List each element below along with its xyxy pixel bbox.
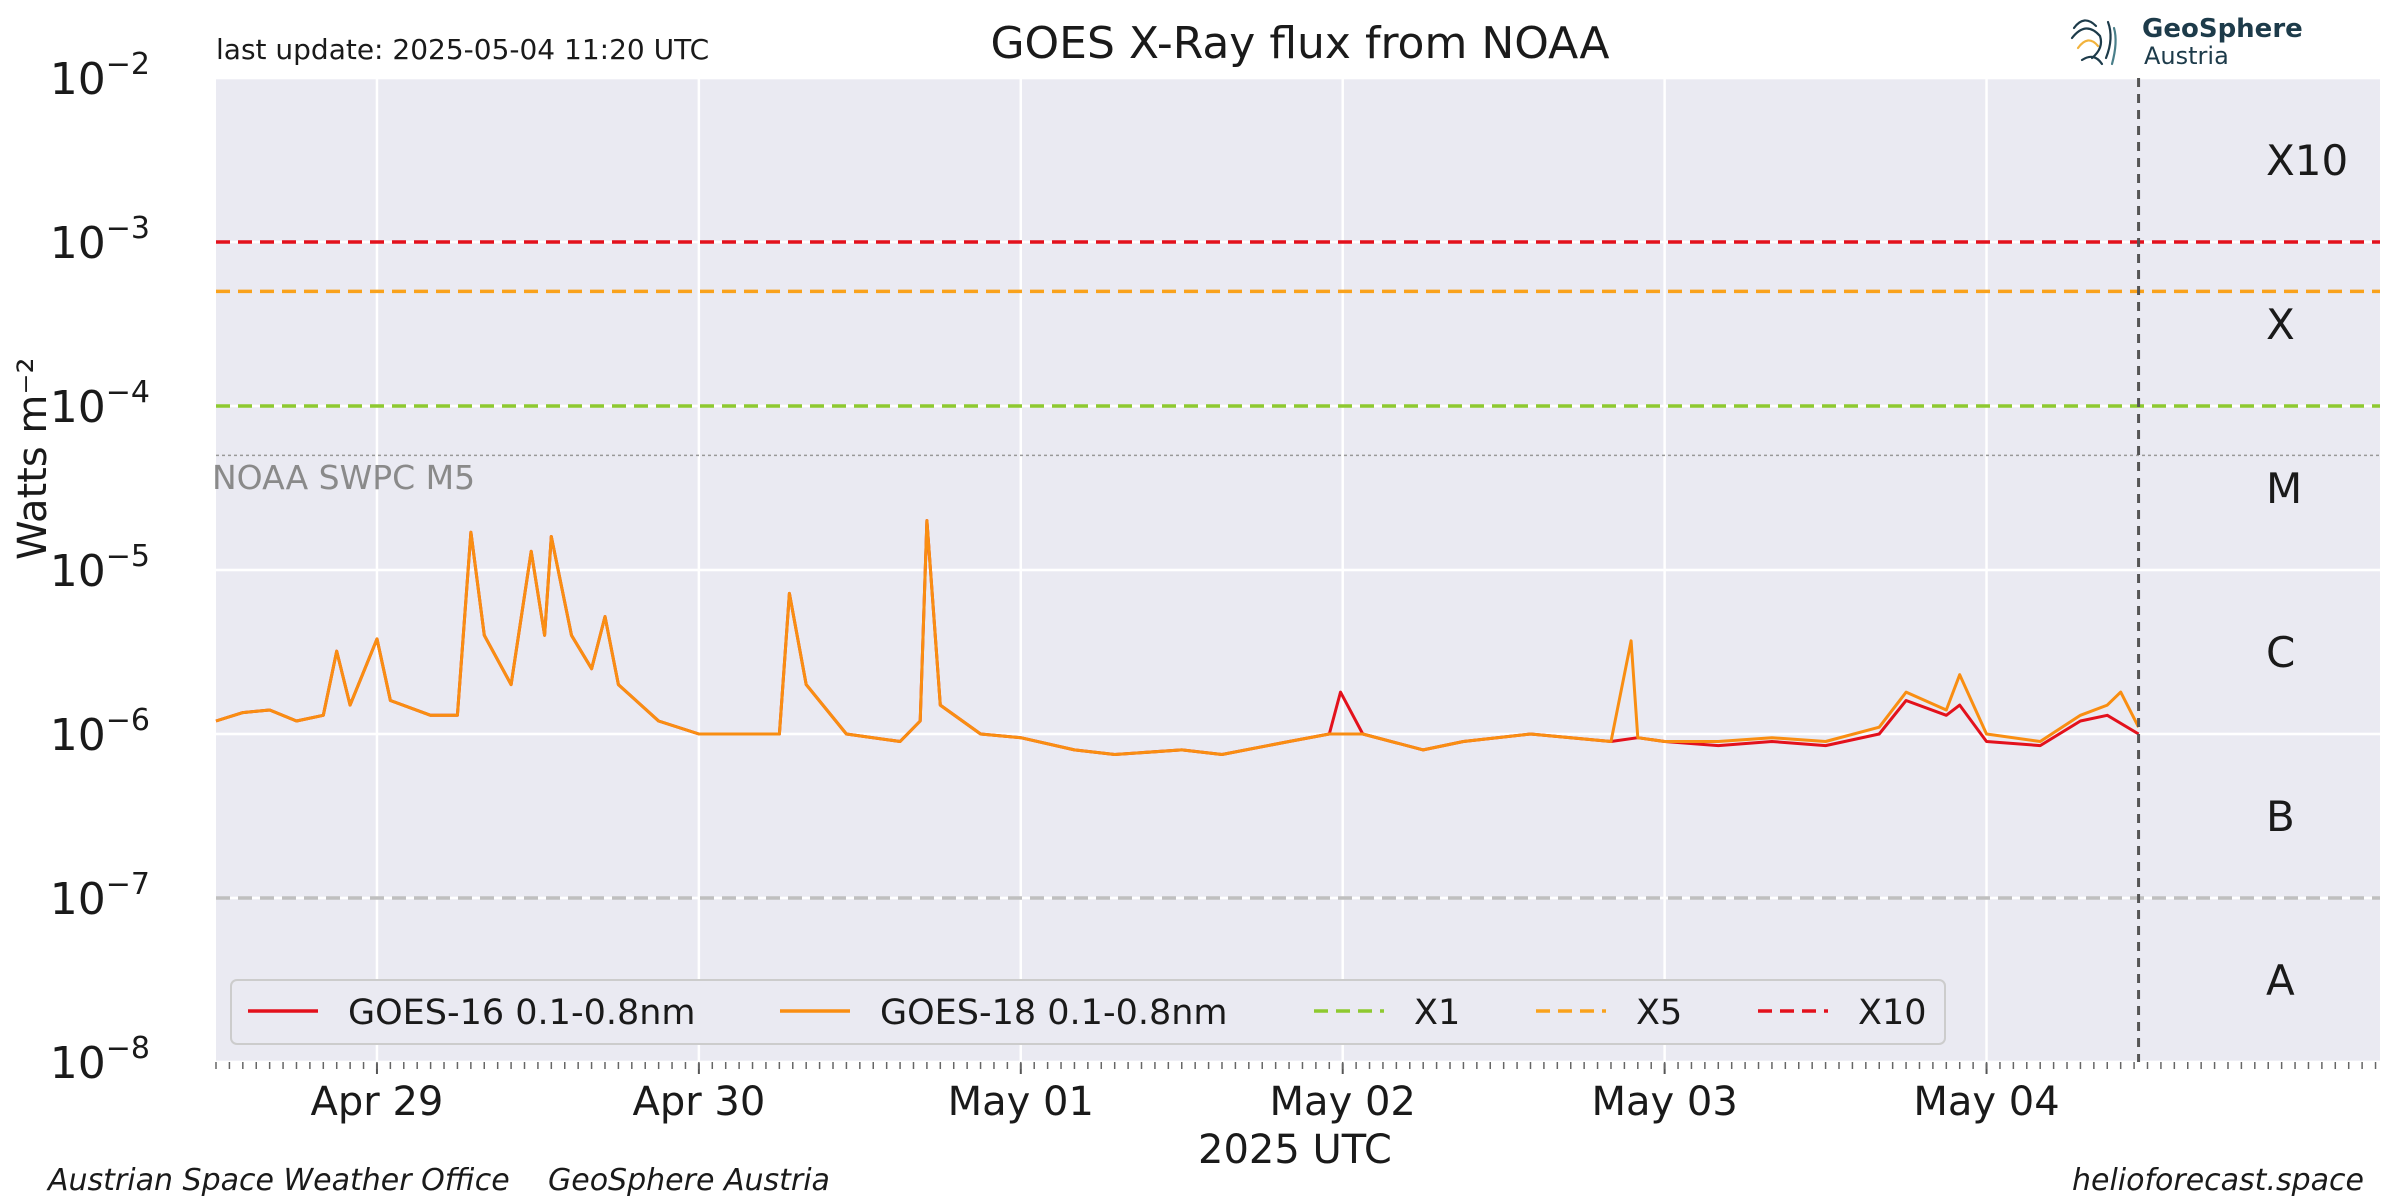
legend-label: X10 <box>1858 993 1927 1033</box>
footer-website: helioforecast.space <box>2071 1163 2364 1198</box>
x-tick-label: May 04 <box>1913 1079 2059 1125</box>
series-line-goes18 <box>215 519 2140 756</box>
y-tick-exponent: −6 <box>106 703 150 738</box>
y-tick-label: 10−4 <box>50 375 150 433</box>
legend: GOES-16 0.1-0.8nm GOES-18 0.1-0.8nm X1 X5 X1… <box>230 979 1946 1045</box>
flare-class-labels: A B C M X X10 <box>2266 136 2348 1005</box>
legend-box <box>230 979 1946 1045</box>
last-update-text: last update: 2025-05-04 11:20 UTC <box>216 33 710 66</box>
logo-text-geosphere: GeoSphere <box>2142 14 2303 44</box>
footer-office: Austrian Space Weather Office <box>48 1163 510 1198</box>
x-tick-label: Apr 30 <box>632 1079 765 1125</box>
flare-class-label: C <box>2266 628 2295 677</box>
y-axis-label: Watts m⁻² <box>10 357 56 560</box>
legend-label: GOES-16 0.1-0.8nm <box>348 993 696 1033</box>
x-axis-label: 2025 UTC <box>1198 1127 1392 1173</box>
y-tick-exponent: −4 <box>106 375 150 410</box>
series-group <box>215 519 2140 756</box>
y-tick-labels: 10−8 10−7 10−6 10−5 10−4 10−3 10−2 <box>50 47 150 1089</box>
y-tick-exponent: −5 <box>106 539 150 574</box>
y-tick-exponent: −2 <box>106 47 150 82</box>
y-tick-label: 10−3 <box>50 211 150 269</box>
y-tick-label: 10−7 <box>50 867 150 925</box>
legend-label: X5 <box>1636 993 1682 1033</box>
chart-title: GOES X-Ray flux from NOAA <box>990 18 1610 69</box>
flare-class-label: M <box>2266 464 2302 513</box>
y-tick-label: 10−2 <box>50 47 150 105</box>
flare-class-label: X10 <box>2266 136 2348 185</box>
legend-label: X1 <box>1414 993 1460 1033</box>
y-tick-label: 10−5 <box>50 539 150 597</box>
flare-class-label: B <box>2266 792 2295 841</box>
y-tick-exponent: −7 <box>106 867 150 902</box>
y-tick-exponent: −3 <box>106 211 150 246</box>
legend-label: GOES-18 0.1-0.8nm <box>880 993 1228 1033</box>
logo-text-austria: Austria <box>2144 42 2229 70</box>
threshold-label: NOAA SWPC M5 <box>212 458 475 497</box>
geosphere-logo <box>2070 19 2117 66</box>
y-tick-exponent: −8 <box>106 1031 150 1066</box>
x-minor-ticks <box>215 1062 2377 1069</box>
footer-org: GeoSphere Austria <box>548 1163 830 1198</box>
reference-lines <box>216 240 2380 900</box>
y-tick-label: 10−6 <box>50 703 150 761</box>
flare-class-label: X <box>2266 300 2295 349</box>
y-tick-label: 10−8 <box>50 1031 150 1089</box>
flare-class-label: A <box>2266 956 2295 1005</box>
x-tick-label: May 03 <box>1591 1079 1737 1125</box>
x-tick-label: May 02 <box>1270 1079 1416 1125</box>
x-tick-label: Apr 29 <box>311 1079 444 1125</box>
x-tick-label: May 01 <box>948 1079 1094 1125</box>
x-tick-labels: Apr 29 Apr 30 May 01 May 02 May 03 May 04 <box>311 1079 2060 1125</box>
